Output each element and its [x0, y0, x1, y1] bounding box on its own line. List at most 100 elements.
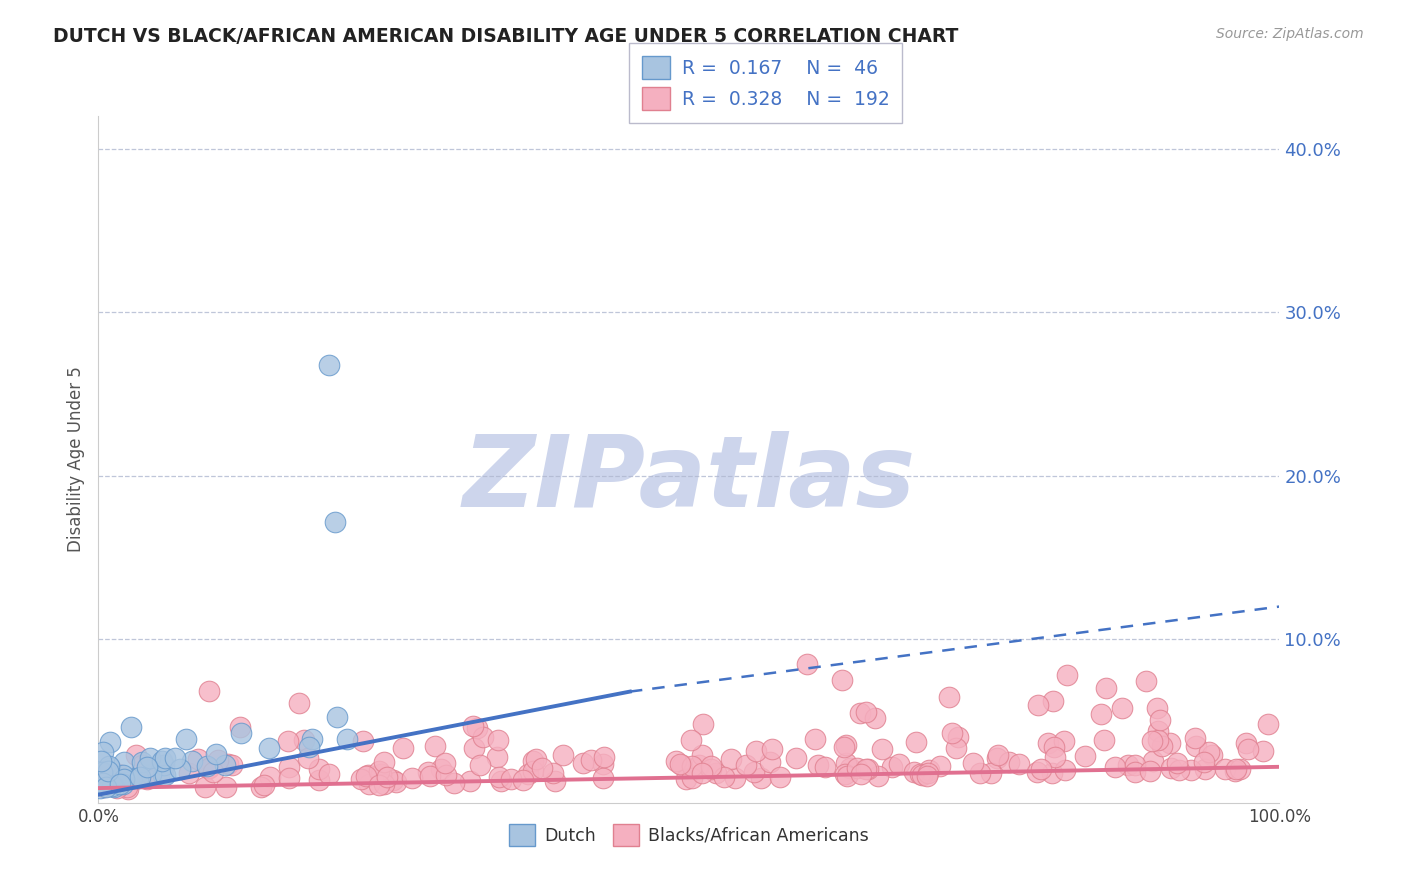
- Point: [94, 780, 117, 795]
- Point: [318, 358, 340, 372]
- Point: [986, 751, 1008, 765]
- Point: [1192, 755, 1215, 769]
- Point: [93, 780, 115, 795]
- Point: [1053, 764, 1076, 778]
- Point: [1092, 733, 1115, 747]
- Point: [111, 777, 134, 791]
- Point: [1074, 749, 1097, 764]
- Point: [1167, 763, 1189, 777]
- Point: [1184, 731, 1206, 745]
- Point: [1104, 760, 1126, 774]
- Point: [917, 766, 939, 780]
- Point: [903, 764, 925, 779]
- Point: [368, 764, 391, 779]
- Point: [593, 750, 616, 764]
- Point: [155, 768, 177, 782]
- Point: [1146, 700, 1168, 714]
- Point: [336, 731, 359, 746]
- Point: [1229, 762, 1251, 776]
- Point: [948, 731, 970, 745]
- Point: [443, 776, 465, 790]
- Point: [724, 771, 747, 785]
- Point: [194, 780, 217, 795]
- Point: [356, 768, 378, 782]
- Point: [308, 762, 330, 776]
- Point: [530, 761, 553, 775]
- Point: [969, 766, 991, 780]
- Point: [101, 773, 124, 788]
- Point: [97, 764, 120, 778]
- Point: [465, 721, 488, 735]
- Point: [392, 741, 415, 756]
- Point: [720, 752, 742, 766]
- Point: [516, 767, 538, 781]
- Point: [468, 757, 491, 772]
- Point: [1095, 681, 1118, 696]
- Point: [1031, 762, 1053, 776]
- Point: [870, 742, 893, 756]
- Point: [544, 773, 567, 788]
- Point: [1043, 749, 1066, 764]
- Point: [105, 780, 128, 795]
- Point: [277, 759, 299, 773]
- Point: [541, 766, 564, 780]
- Point: [1026, 765, 1049, 780]
- Point: [165, 751, 187, 765]
- Point: [832, 739, 855, 754]
- Point: [1036, 736, 1059, 750]
- Point: [323, 515, 346, 529]
- Point: [1201, 748, 1223, 763]
- Point: [745, 744, 768, 758]
- Point: [839, 762, 862, 776]
- Point: [229, 720, 252, 734]
- Point: [278, 772, 301, 786]
- Point: [522, 764, 544, 778]
- Point: [138, 750, 160, 764]
- Y-axis label: Disability Age Under 5: Disability Age Under 5: [66, 367, 84, 552]
- Point: [855, 763, 877, 777]
- Point: [1223, 764, 1246, 778]
- Point: [1257, 716, 1279, 731]
- Point: [1042, 694, 1064, 708]
- Point: [357, 777, 380, 791]
- Point: [904, 735, 927, 749]
- Point: [107, 767, 129, 781]
- Point: [308, 772, 330, 787]
- Point: [785, 751, 807, 765]
- Point: [675, 772, 697, 786]
- Point: [174, 732, 197, 747]
- Point: [373, 755, 395, 769]
- Point: [849, 706, 872, 721]
- Point: [831, 673, 853, 688]
- Point: [1198, 745, 1220, 759]
- Point: [103, 780, 125, 794]
- Point: [207, 754, 229, 768]
- Point: [423, 739, 446, 754]
- Point: [681, 759, 703, 773]
- Point: [198, 683, 221, 698]
- Point: [419, 769, 441, 783]
- Point: [434, 756, 457, 771]
- Point: [152, 767, 174, 781]
- Point: [769, 770, 792, 784]
- Point: [486, 732, 509, 747]
- Point: [692, 717, 714, 731]
- Point: [1185, 739, 1208, 753]
- Point: [91, 776, 114, 790]
- Point: [858, 763, 880, 777]
- Point: [987, 748, 1010, 763]
- Point: [980, 766, 1002, 780]
- Point: [1236, 741, 1258, 756]
- Point: [581, 753, 603, 767]
- Point: [1251, 743, 1274, 757]
- Point: [112, 772, 135, 787]
- Point: [104, 774, 127, 789]
- Point: [429, 762, 451, 776]
- Point: [354, 769, 377, 783]
- Point: [101, 776, 124, 790]
- Point: [910, 767, 932, 781]
- Point: [257, 741, 280, 756]
- Point: [758, 755, 780, 769]
- Point: [735, 758, 758, 772]
- Point: [1008, 756, 1031, 771]
